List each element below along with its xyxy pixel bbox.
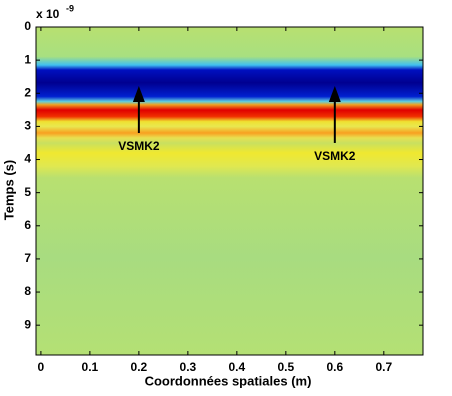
x-tick-label: 0.1 xyxy=(82,360,99,374)
y-tick-label: 3 xyxy=(24,119,31,133)
y-tick-label: 7 xyxy=(24,251,31,265)
x-tick-label: 0.5 xyxy=(277,360,294,374)
y-tick-label: 1 xyxy=(24,52,31,66)
heatmap-image xyxy=(35,26,424,356)
x-tick-label: 0.4 xyxy=(229,360,246,374)
annotation-label: VSMK2 xyxy=(314,149,356,163)
y-tick-label: 6 xyxy=(24,218,31,232)
y-tick-label: 5 xyxy=(24,185,31,199)
y-tick-label: 9 xyxy=(24,317,31,331)
y-multiplier: x 10 xyxy=(36,7,60,21)
y-tick-label: 0 xyxy=(24,19,31,33)
x-tick-label: 0.7 xyxy=(375,360,392,374)
y-multiplier-exponent: -9 xyxy=(66,3,74,13)
annotation-label: VSMK2 xyxy=(118,139,160,153)
y-axis-label: Temps (s) xyxy=(1,160,16,220)
x-tick-label: 0.6 xyxy=(326,360,343,374)
x-tick-label: 0 xyxy=(38,360,45,374)
x-tick-label: 0.3 xyxy=(180,360,197,374)
x-tick-label: 0.2 xyxy=(131,360,148,374)
y-tick-label: 8 xyxy=(24,284,31,298)
y-tick-label: 4 xyxy=(24,152,31,166)
y-tick-label: 2 xyxy=(24,85,31,99)
x-axis-label: Coordonnées spatiales (m) xyxy=(145,373,312,388)
